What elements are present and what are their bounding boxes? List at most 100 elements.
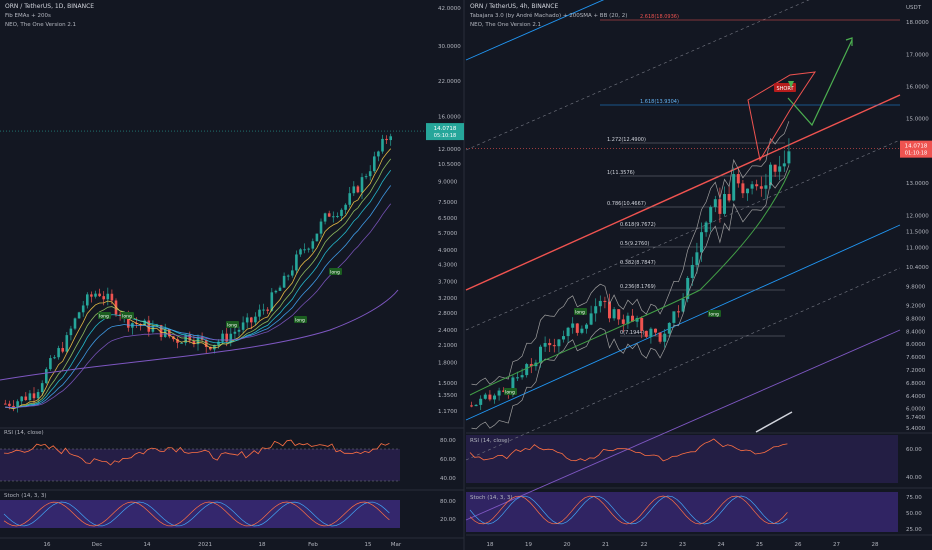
price-axis-label: 2.1000 <box>438 343 458 349</box>
candle <box>782 163 786 167</box>
candle <box>344 204 347 210</box>
candle <box>368 171 372 177</box>
rsi-axis-label: 60.00 <box>440 457 456 463</box>
channel-line <box>465 329 901 521</box>
candle <box>755 184 759 187</box>
candle <box>520 375 524 378</box>
candle <box>258 309 261 317</box>
candle <box>778 166 782 172</box>
fib-level-label: 0.236(8.1769) <box>620 284 656 290</box>
candle <box>585 324 588 329</box>
candle <box>497 390 501 396</box>
price-axis-label: 7.6000 <box>906 355 926 361</box>
candle <box>732 174 736 201</box>
candle <box>311 241 315 249</box>
candle <box>291 270 294 276</box>
candle <box>571 323 575 328</box>
candle <box>483 394 487 399</box>
candle <box>631 315 634 322</box>
candle <box>488 394 492 400</box>
long-tag <box>574 308 587 315</box>
candle <box>86 294 89 306</box>
long-tag <box>294 316 307 323</box>
price-axis-label: 7.5000 <box>438 200 458 206</box>
candle <box>180 342 183 344</box>
candle <box>389 136 392 141</box>
candle <box>61 348 64 352</box>
price-axis-label: 10.4000 <box>906 265 929 271</box>
candle <box>552 345 556 347</box>
candle <box>773 164 777 172</box>
candle <box>493 395 496 400</box>
candle <box>332 216 335 218</box>
candle <box>221 333 224 342</box>
fib-level-label: 2.618(18.0936) <box>640 14 679 20</box>
stoch-axis-label: 25.00 <box>906 527 922 533</box>
long-label: long <box>505 390 515 396</box>
candle <box>69 328 73 336</box>
last-price-tag <box>426 123 464 141</box>
fib-level-label: 1(11.3576) <box>607 170 635 176</box>
candle <box>470 405 473 407</box>
candle <box>192 340 196 345</box>
candle <box>635 318 639 322</box>
candle <box>94 293 97 297</box>
price-axis-label: 42.0000 <box>438 6 461 12</box>
candle <box>787 151 791 164</box>
stoch-axis-label: 75.00 <box>906 495 922 501</box>
ema-line <box>5 158 392 409</box>
candle <box>381 138 384 152</box>
candle <box>209 346 212 350</box>
candle <box>566 327 570 337</box>
candle <box>73 318 77 329</box>
right-chart-panel[interactable]: 2.618(18.0936) 1.618(13.9304) 1.272(12.490… <box>465 0 932 548</box>
candle <box>319 221 323 234</box>
candle <box>525 364 529 376</box>
candle <box>151 326 155 332</box>
candle <box>713 199 717 208</box>
candle <box>65 335 69 352</box>
long-label: long <box>122 314 132 320</box>
price-axis-label: 2.4000 <box>438 328 458 334</box>
stoch-line <box>469 495 788 525</box>
candle <box>686 277 690 299</box>
price-axis-label: 16.0000 <box>906 85 929 91</box>
candle <box>640 318 644 331</box>
date-axis-label: Mar <box>391 542 402 548</box>
candle <box>266 309 269 311</box>
candle <box>20 396 23 402</box>
candle <box>356 186 360 193</box>
candle <box>295 254 298 271</box>
channel-line <box>465 94 901 291</box>
candle <box>77 312 81 319</box>
candle <box>229 333 233 342</box>
price-axis-label: 6.5000 <box>438 216 458 222</box>
last-price-value: 14.0718 <box>434 126 457 132</box>
price-axis-label: 9.8000 <box>906 284 926 290</box>
date-axis-label: 18 <box>259 542 266 548</box>
date-axis-label: Feb <box>308 542 318 548</box>
candle <box>617 309 621 320</box>
candle <box>98 293 101 297</box>
price-axis-label: 6.0000 <box>906 407 926 413</box>
candle <box>695 252 699 265</box>
candle <box>746 188 749 194</box>
date-axis-label: 14 <box>144 542 151 548</box>
candle <box>315 233 319 242</box>
long-tag <box>226 321 239 328</box>
candle <box>118 314 122 316</box>
rsi-line <box>469 438 788 462</box>
rsi-band <box>466 435 898 483</box>
fib-level-label: 0.786(10.4667) <box>607 201 646 207</box>
price-axis-label: 16.0000 <box>438 115 461 121</box>
candle <box>377 151 380 157</box>
candle <box>254 316 257 323</box>
candle <box>764 185 768 189</box>
last-price-tag <box>900 140 932 158</box>
price-axis-label: 1.3500 <box>438 393 458 399</box>
price-axis-label: 4.9000 <box>438 248 458 254</box>
price-axis-label: 5.7000 <box>438 231 458 237</box>
rsi-line <box>3 439 390 466</box>
